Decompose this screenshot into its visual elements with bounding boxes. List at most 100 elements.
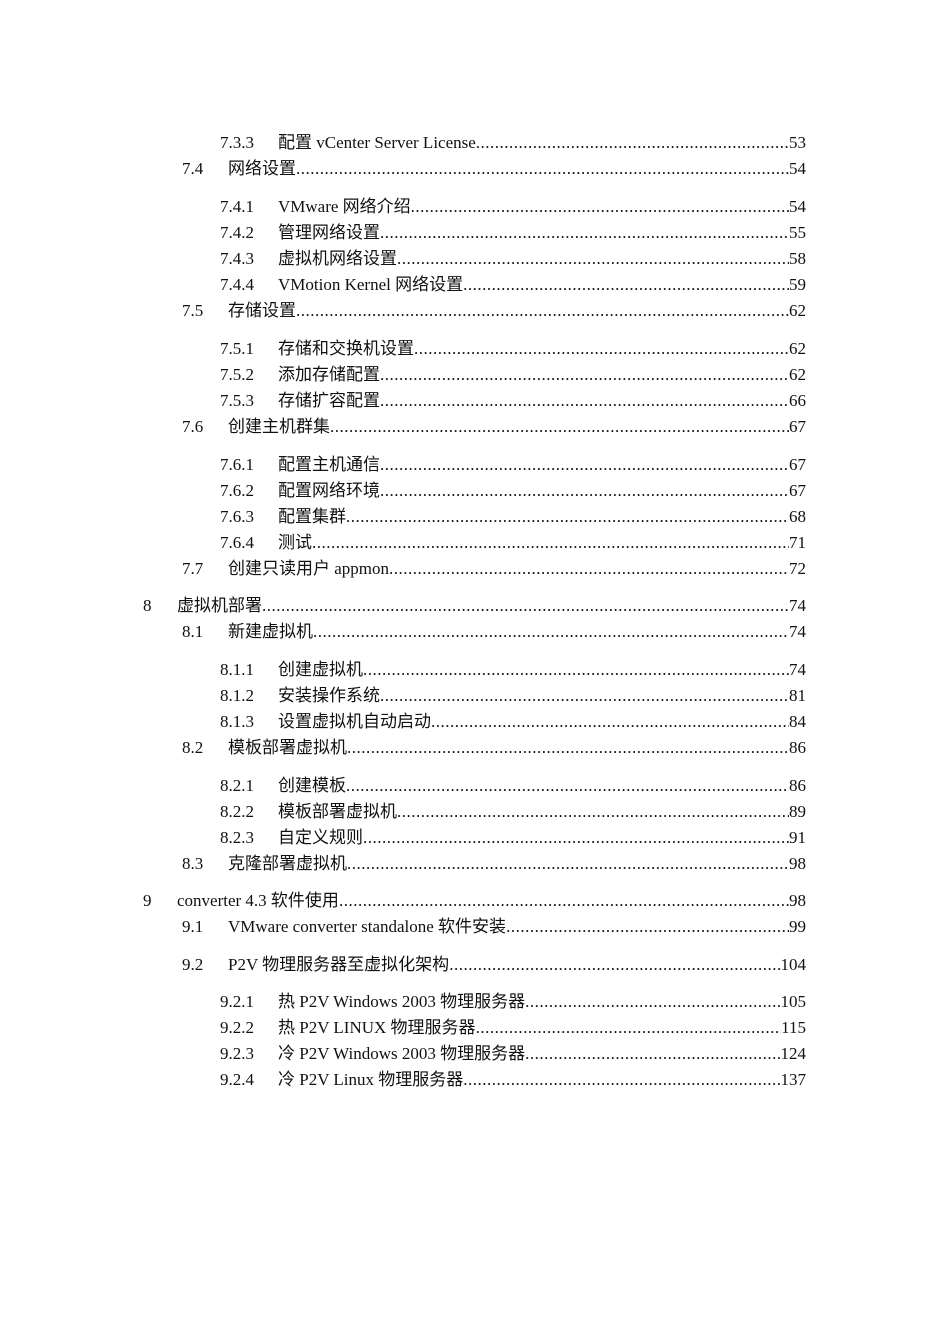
toc-entry-title: 冷 P2V Windows 2003 物理服务器 <box>278 1044 526 1063</box>
toc-entry[interactable]: 9 converter 4.3 软件使用 98 <box>143 890 806 912</box>
toc-entry[interactable]: 9.2.3 冷 P2V Windows 2003 物理服务器 124 <box>220 1043 806 1065</box>
toc-entry[interactable]: 7.6.1 配置主机通信 67 <box>220 454 806 476</box>
toc-entry-page: 74 <box>789 622 806 641</box>
toc-entry[interactable]: 7.6.3 配置集群 68 <box>220 506 806 528</box>
toc-leader-dots <box>463 1069 780 1091</box>
toc-entry[interactable]: 9.2.4 冷 P2V Linux 物理服务器 137 <box>220 1069 806 1091</box>
toc-leader-dots <box>380 364 789 386</box>
toc-entry-number: 7.4.1 <box>220 197 254 216</box>
toc-entry-title: 虚拟机网络设置 <box>278 249 397 268</box>
toc-entry[interactable]: 7.6 创建主机群集 67 <box>182 416 806 438</box>
toc-entry[interactable]: 9.2.1 热 P2V Windows 2003 物理服务器 105 <box>220 991 806 1013</box>
toc-entry[interactable]: 7.4.3 虚拟机网络设置 58 <box>220 248 806 270</box>
toc-entry-page: 84 <box>789 712 806 731</box>
toc-entry[interactable]: 8.2.1 创建模板 86 <box>220 775 806 797</box>
toc-entry[interactable]: 7.5.2 添加存储配置 62 <box>220 364 806 386</box>
toc-entry-number: 8.2.3 <box>220 828 254 847</box>
toc-entry-number: 9.1 <box>182 917 204 936</box>
toc-entry-title: 配置网络环境 <box>278 481 380 500</box>
toc-entry[interactable]: 9.1 VMware converter standalone 软件安装 99 <box>182 916 806 938</box>
toc-leader-dots <box>347 853 789 875</box>
toc-entry-title: 配置集群 <box>278 507 346 526</box>
toc-entry-number: 7.4 <box>182 159 204 178</box>
toc-entry-page: 67 <box>789 455 806 474</box>
toc-entry-title: 创建只读用户 appmon <box>228 559 390 578</box>
toc-entry[interactable]: 8.1.1 创建虚拟机 74 <box>220 659 806 681</box>
toc-entry[interactable]: 7.7 创建只读用户 appmon 72 <box>182 558 806 580</box>
toc-entry-number: 7.3.3 <box>220 133 254 152</box>
toc-entry-number: 8.1.2 <box>220 686 254 705</box>
toc-entry-page: 62 <box>789 339 806 358</box>
toc-leader-dots <box>449 954 780 976</box>
toc-leader-dots <box>463 274 789 296</box>
toc-entry-page: 71 <box>789 533 806 552</box>
toc-entry[interactable]: 8 虚拟机部署 74 <box>143 595 806 617</box>
toc-leader-dots <box>296 300 789 322</box>
toc-entry-title: 自定义规则 <box>278 828 363 847</box>
toc-leader-dots <box>380 685 789 707</box>
toc-entry-number: 9.2.2 <box>220 1018 254 1037</box>
toc-entry-title: VMotion Kernel 网络设置 <box>278 275 464 294</box>
toc-leader-dots <box>525 1043 780 1065</box>
toc-leader-dots <box>313 621 789 643</box>
toc-entry[interactable]: 8.1 新建虚拟机 74 <box>182 621 806 643</box>
toc-entry-number: 7.4.4 <box>220 275 254 294</box>
toc-entry[interactable]: 9.2.2 热 P2V LINUX 物理服务器 115 <box>220 1017 806 1039</box>
toc-entry-page: 115 <box>781 1018 806 1037</box>
toc-entry[interactable]: 8.2.2 模板部署虚拟机 89 <box>220 801 806 823</box>
toc-entry-number: 9.2 <box>182 955 204 974</box>
toc-entry-number: 7.5.3 <box>220 391 254 410</box>
toc-leader-dots <box>262 595 789 617</box>
toc-entry[interactable]: 8.1.3 设置虚拟机自动启动 84 <box>220 711 806 733</box>
toc-leader-dots <box>525 991 780 1013</box>
toc-entry-title: 虚拟机部署 <box>177 596 262 615</box>
toc-leader-dots <box>363 827 789 849</box>
toc-entry-number: 7.5.2 <box>220 365 254 384</box>
toc-leader-dots <box>339 890 789 912</box>
toc-entry-page: 105 <box>780 992 807 1011</box>
toc-entry[interactable]: 8.2.3 自定义规则 91 <box>220 827 806 849</box>
toc-entry-number: 8.1.3 <box>220 712 254 731</box>
toc-entry-page: 72 <box>789 559 806 578</box>
toc-entry[interactable]: 8.3 克隆部署虚拟机 98 <box>182 853 806 875</box>
toc-entry-page: 104 <box>780 955 807 974</box>
toc-entry-number: 9.2.1 <box>220 992 254 1011</box>
toc-entry-page: 59 <box>789 275 806 294</box>
toc-entry-title: 创建模板 <box>278 776 346 795</box>
toc-entry-title: 模板部署虚拟机 <box>278 802 397 821</box>
toc-entry[interactable]: 8.2 模板部署虚拟机 86 <box>182 737 806 759</box>
toc-entry-number: 7.6.1 <box>220 455 254 474</box>
toc-leader-dots <box>363 659 789 681</box>
toc-entry[interactable]: 8.1.2 安装操作系统 81 <box>220 685 806 707</box>
toc-entry-title: 设置虚拟机自动启动 <box>278 712 431 731</box>
toc-leader-dots <box>346 775 789 797</box>
toc-entry[interactable]: 9.2 P2V 物理服务器至虚拟化架构 104 <box>182 954 806 976</box>
toc-entry-title: 克隆部署虚拟机 <box>228 854 347 873</box>
toc-entry-title: 热 P2V LINUX 物理服务器 <box>278 1018 476 1037</box>
toc-entry-title: 添加存储配置 <box>278 365 380 384</box>
toc-entry[interactable]: 7.6.2 配置网络环境 67 <box>220 480 806 502</box>
toc-entry[interactable]: 7.5 存储设置 62 <box>182 300 806 322</box>
toc-entry[interactable]: 7.4.2 管理网络设置 55 <box>220 222 806 244</box>
toc-entry-page: 89 <box>789 802 806 821</box>
toc-entry-number: 7.4.3 <box>220 249 254 268</box>
toc-entry[interactable]: 7.4.4 VMotion Kernel 网络设置 59 <box>220 274 806 296</box>
toc-entry-number: 8.1.1 <box>220 660 254 679</box>
toc-entry-title: 冷 P2V Linux 物理服务器 <box>278 1070 464 1089</box>
toc-leader-dots <box>411 196 789 218</box>
toc-entry-number: 9.2.4 <box>220 1070 254 1089</box>
toc-entry[interactable]: 7.5.1 存储和交换机设置 62 <box>220 338 806 360</box>
toc-entry-title: 新建虚拟机 <box>228 622 313 641</box>
toc-entry[interactable]: 7.4 网络设置 54 <box>182 158 806 180</box>
toc-leader-dots <box>397 801 789 823</box>
toc-entry[interactable]: 7.4.1 VMware 网络介绍 54 <box>220 196 806 218</box>
toc-entry[interactable]: 7.3.3 配置 vCenter Server License 53 <box>220 132 806 154</box>
toc-entry-title: 安装操作系统 <box>278 686 380 705</box>
toc-entry-number: 8 <box>143 596 152 615</box>
toc-leader-dots <box>347 737 789 759</box>
toc-entry-page: 86 <box>789 776 806 795</box>
toc-entry[interactable]: 7.6.4 测试 71 <box>220 532 806 554</box>
toc-leader-dots <box>476 1017 782 1039</box>
toc-entry[interactable]: 7.5.3 存储扩容配置 66 <box>220 390 806 412</box>
toc-entry-title: 创建主机群集 <box>228 417 330 436</box>
